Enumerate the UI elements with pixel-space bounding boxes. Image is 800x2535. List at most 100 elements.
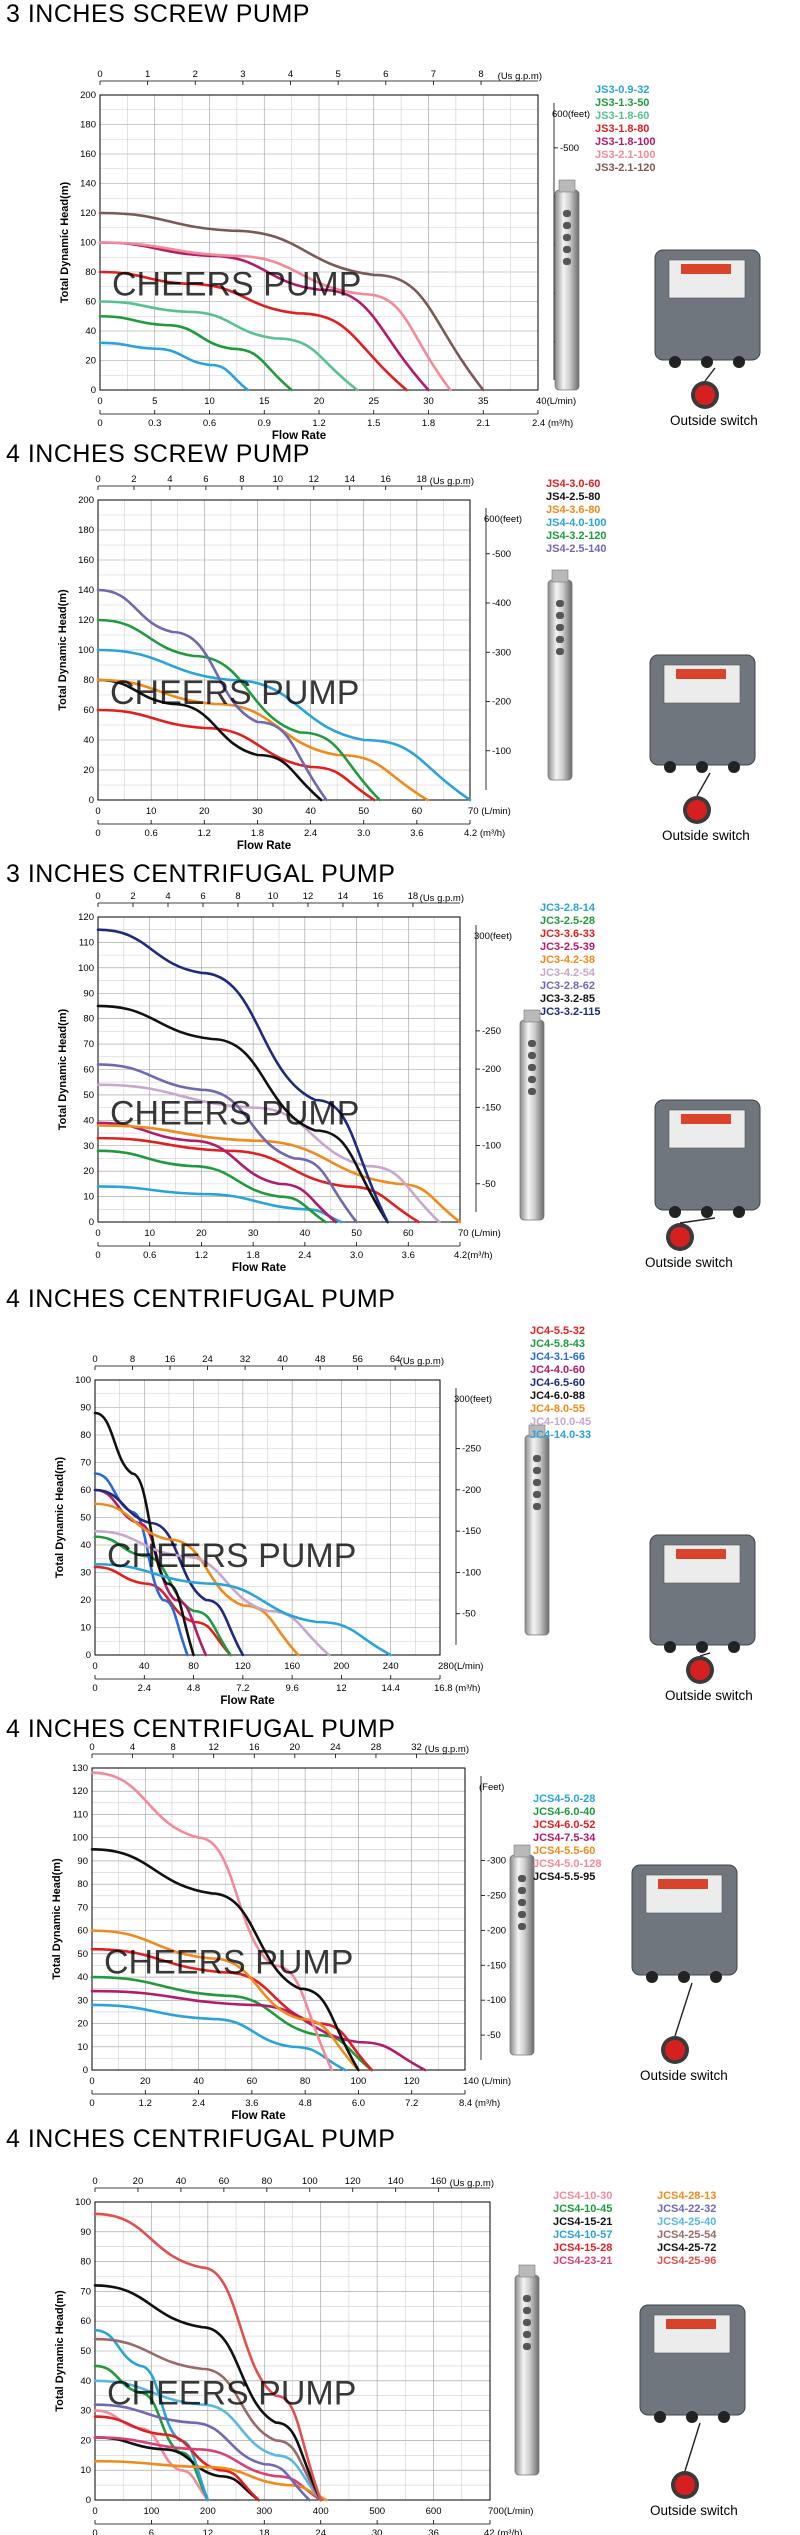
grid <box>94 2201 491 2501</box>
top-axis-unit: (Us g.p.m) <box>430 476 474 487</box>
legend-entry: JS3-1.8-60 <box>595 110 650 122</box>
legend-entry: JS4-3.2-120 <box>546 530 607 542</box>
cable-gland <box>654 2411 666 2423</box>
secondary-tick-label: 2.4 <box>304 828 317 839</box>
legend-entry: JC4-8.0-55 <box>530 1403 586 1415</box>
controller-box <box>654 1099 761 1251</box>
pump-illustration <box>547 569 573 781</box>
y-tick-label: 40 <box>77 1972 88 1983</box>
right-tick-label: -500 <box>492 549 511 560</box>
secondary-tick-label: 0 <box>89 2098 94 2109</box>
secondary-tick-label: 1.2 <box>195 1250 208 1261</box>
chart-title: 3 INCHES CENTRIFUGAL PUMP <box>6 860 396 888</box>
grid <box>91 1767 466 2071</box>
right-axis-label: 600(feet) <box>484 514 522 525</box>
top-tick-label: 24 <box>330 1742 341 1753</box>
outside-switch-caption: Outside switch <box>645 1255 733 1270</box>
y-axis-title: Total Dynamic Head(m) <box>57 589 69 711</box>
x-tick-label: 30 <box>252 806 263 817</box>
series-line <box>96 1124 462 1224</box>
top-tick-label: 10 <box>268 891 279 902</box>
chart-legend: JC3-2.8-14 JC3-2.5-28 JC3-3.6-33 JC3-2.5-39… <box>540 902 601 1019</box>
pump-illustration <box>519 1009 545 1221</box>
secondary-tick-label: 18 <box>259 2528 270 2535</box>
y-tick-label: 180 <box>80 120 96 131</box>
y-tick-label: 60 <box>83 705 94 716</box>
x-axis-title: Flow Rate <box>272 430 326 442</box>
secondary-tick-label: 0 <box>92 1683 97 1694</box>
series-line <box>93 2337 323 2502</box>
controller-box <box>631 1864 738 2064</box>
x-tick-label: 40 <box>305 806 316 817</box>
y-tick-label: 80 <box>83 675 94 686</box>
pump-slot <box>556 600 564 607</box>
chart-section-5: 4 INCHES CENTRIFUGAL PUMP 0 10 20 30 40 50 60 7… <box>0 1715 800 2125</box>
top-tick-label: 8 <box>235 891 240 902</box>
switch-cable <box>699 1652 711 1657</box>
y-tick-label: 70 <box>80 1458 91 1469</box>
y-tick-label: 120 <box>78 615 94 626</box>
x-tick-label: 100 <box>350 2076 366 2087</box>
y-tick-label: 120 <box>72 1786 88 1797</box>
legend-entry: JCS4-10-45 <box>553 2203 613 2215</box>
series-line <box>90 1929 360 2072</box>
series-line <box>98 341 250 392</box>
legend-entry: JS3-1.3-50 <box>595 97 650 109</box>
secondary-tick-label: 3.6 <box>410 828 423 839</box>
secondary-tick-label: 2.4 (m³/h) <box>532 418 573 429</box>
x-tick-label: 40 <box>193 2076 204 2087</box>
top-tick-label: 8 <box>170 1742 175 1753</box>
pump-slot <box>563 234 571 241</box>
top-tick-label: 160 <box>431 2176 447 2187</box>
x-tick-label: 60 <box>247 2076 258 2087</box>
cable-gland <box>733 1206 745 1218</box>
watermark-text: CHEERS PUMP <box>110 674 359 712</box>
series-line <box>93 1472 189 1657</box>
cable-gland <box>728 1641 740 1653</box>
y-tick-label: 10 <box>83 1192 94 1203</box>
top-tick-label: 2 <box>193 69 198 80</box>
y-tick-label: 30 <box>83 1141 94 1152</box>
legend-entry: JS4-2.5-140 <box>546 543 607 555</box>
series-line <box>93 2403 311 2502</box>
x-tick-label: 70 (L/min) <box>468 806 511 817</box>
pump-slot <box>533 1503 541 1510</box>
y-tick-label: 0 <box>86 1650 91 1661</box>
switch-cable <box>679 1217 716 1224</box>
pump-body <box>524 1434 550 1636</box>
y-tick-label: 40 <box>80 2376 91 2387</box>
right-tick-label: -250 <box>487 1890 506 1901</box>
x-tick-label: 100 <box>143 2506 159 2517</box>
chart-section-2: 4 INCHES SCREW PUMP 0 20 40 60 80 100 120 140 16… <box>0 440 800 860</box>
top-tick-label: 8 <box>478 69 483 80</box>
pump-slot <box>556 624 564 631</box>
chart-legend: JCS4-5.0-28 JCS4-6.0-40 JCS4-6.0-52 JCS4-7.… <box>533 1793 602 1884</box>
x-tick-label: 20 <box>199 806 210 817</box>
series-line <box>98 241 452 392</box>
pump-slot <box>533 1491 541 1498</box>
watermark-text: CHEERS PUMP <box>110 1094 359 1132</box>
cable-gland <box>646 1971 658 1983</box>
controller-display <box>666 2319 716 2329</box>
top-tick-label: 28 <box>371 1742 382 1753</box>
y-axis-title: Total Dynamic Head(m) <box>57 1008 69 1130</box>
legend-entry: JCS4-15-21 <box>553 2216 613 2228</box>
right-tick-label: -250 <box>462 1444 481 1455</box>
pump-slot <box>518 1899 526 1906</box>
switch-cable <box>696 772 711 797</box>
legend-entry: JCS4-25-72 <box>657 2242 717 2254</box>
chart-section-6: 4 INCHES CENTRIFUGAL PUMP 0 10 20 30 40 50 60 7… <box>0 2125 800 2535</box>
secondary-tick-label: 2.4 <box>192 2098 205 2109</box>
x-tick-label: 0 <box>92 1661 97 1672</box>
top-tick-label: 40 <box>277 1354 288 1365</box>
switch-button <box>695 385 715 405</box>
secondary-tick-label: 3.6 <box>245 2098 258 2109</box>
series-line <box>96 708 376 802</box>
top-tick-label: 4 <box>167 474 172 485</box>
x-tick-label: 0 <box>89 2076 94 2087</box>
x-tick-label: 20 <box>140 2076 151 2087</box>
series-line <box>90 1771 334 2072</box>
cable-gland <box>728 761 740 773</box>
legend-entry: JCS4-23-21 <box>553 2255 613 2267</box>
cable-gland <box>664 1641 676 1653</box>
